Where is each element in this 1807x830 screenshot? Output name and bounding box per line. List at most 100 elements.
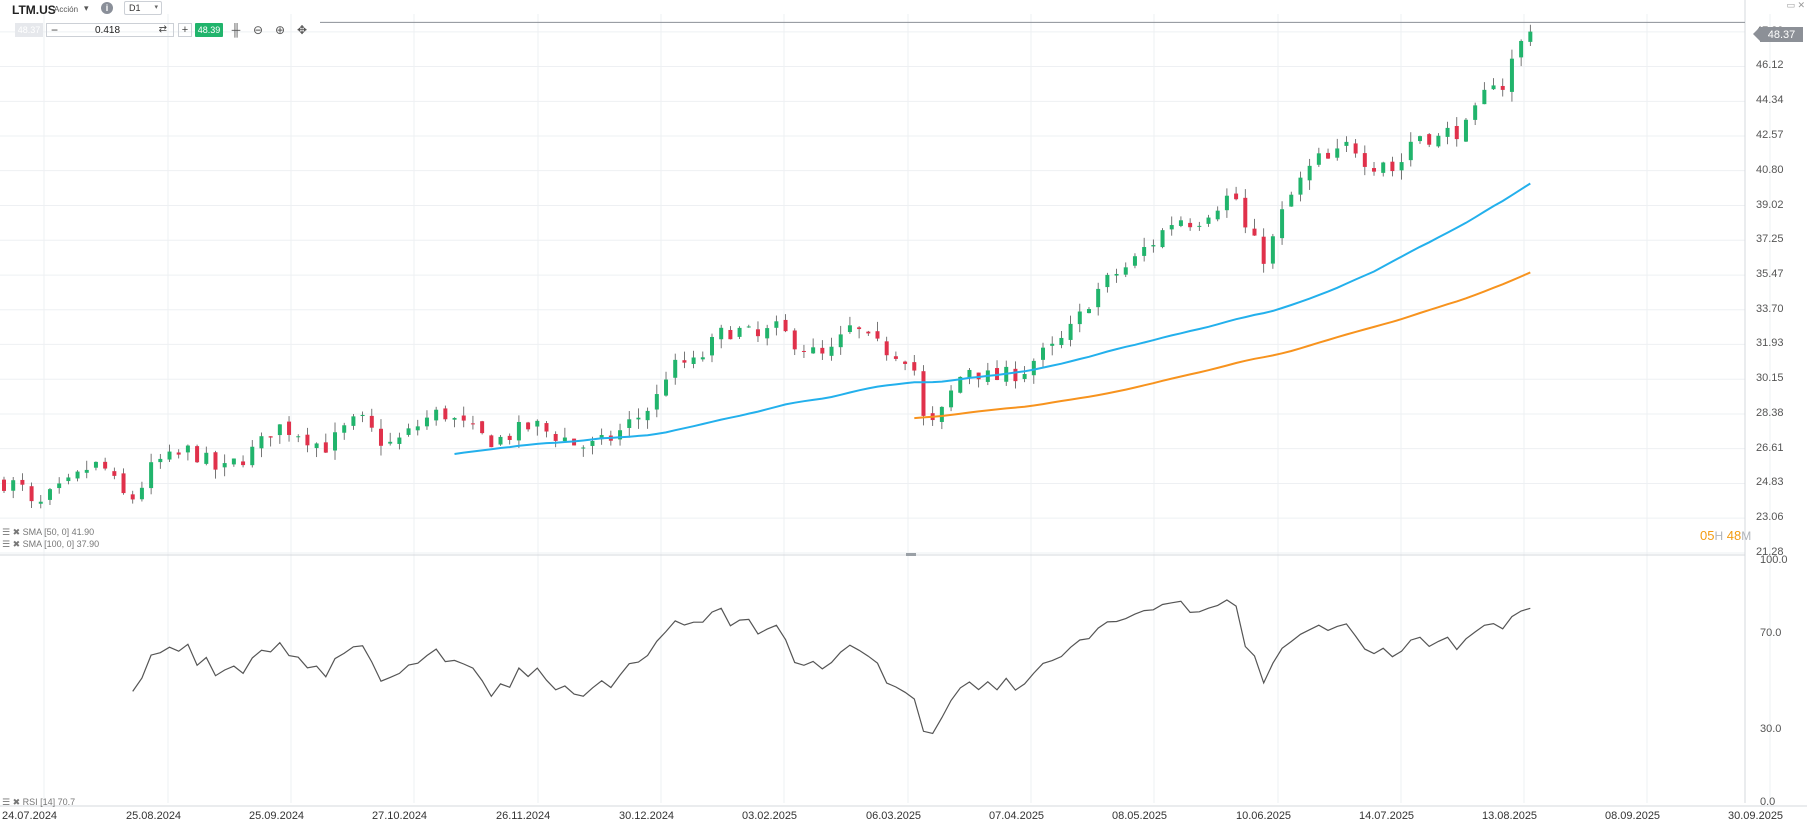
candle-body — [1528, 31, 1533, 42]
rsi-tick-label: 0.0 — [1760, 796, 1776, 808]
candle-body — [682, 360, 687, 363]
price-tick-label: 42.57 — [1756, 129, 1784, 142]
candle-body — [1224, 195, 1229, 211]
zoom-out-icon[interactable]: ⊖ — [252, 23, 264, 37]
countdown-hours: 05 — [1700, 528, 1715, 543]
candle-body — [1123, 267, 1128, 275]
sell-button[interactable]: 48.37 — [15, 23, 43, 37]
candle-body — [195, 446, 200, 463]
symbol-dropdown-icon[interactable]: ▾ — [84, 3, 89, 13]
frame — [0, 0, 1807, 807]
candle-body — [774, 321, 779, 328]
time-tick-label: 30.09.2025 — [1728, 810, 1784, 822]
legend-rsi[interactable]: ☰ ✖ RSI [14] 70.7 — [2, 797, 76, 807]
candle-body — [158, 458, 163, 463]
rsi-tick-label: 70.0 — [1760, 626, 1782, 639]
zoom-in-icon[interactable]: ⊕ — [274, 23, 286, 37]
candle-body — [1013, 368, 1018, 382]
window-controls[interactable]: ▭ ✕ — [1786, 0, 1805, 10]
candle-body — [351, 416, 356, 426]
move-icon[interactable]: ✥ — [296, 23, 308, 37]
candle-body — [47, 489, 52, 500]
candle-body — [1178, 220, 1183, 226]
candle-body — [1381, 162, 1386, 173]
price-tick-label: 30.15 — [1756, 372, 1784, 385]
price-tick-label: 23.06 — [1756, 511, 1784, 524]
price-tick-label: 31.93 — [1756, 337, 1784, 350]
volume-input[interactable]: − 0.418 ⇄ — [46, 23, 174, 37]
candle-body — [1408, 141, 1413, 161]
candle-body — [967, 369, 972, 378]
candle-body — [121, 473, 126, 494]
sma100-line — [914, 271, 1531, 420]
candle-body — [1335, 148, 1340, 158]
candle-body — [461, 415, 466, 421]
candle-body — [801, 350, 806, 352]
buy-button[interactable]: 48.39 — [195, 23, 223, 37]
plus-button[interactable]: + — [178, 23, 192, 37]
candle-body — [406, 428, 411, 435]
candle-body — [912, 362, 917, 371]
candle-body — [241, 461, 246, 466]
info-icon[interactable]: i — [101, 2, 113, 14]
candle-body — [1086, 308, 1091, 314]
candle-body — [2, 479, 6, 491]
candle-body — [415, 426, 420, 431]
candle-body — [1353, 143, 1358, 154]
symbol-label[interactable]: LTM.US — [12, 3, 56, 17]
chevron-down-icon: ▾ — [154, 4, 158, 11]
time-tick-label: 08.09.2025 — [1605, 810, 1661, 822]
candle-body — [645, 410, 650, 421]
candle-body — [333, 432, 338, 451]
swap-icon[interactable]: ⇄ — [158, 24, 167, 35]
trading-toolbar: LTM.US Acción ▾ i D1 ▾ 48.37 − 0.418 ⇄ +… — [0, 0, 420, 40]
candle-body — [1372, 168, 1377, 172]
candle-body — [296, 436, 301, 438]
price-tick-label: 40.80 — [1756, 163, 1784, 176]
rsi-tick-label: 100.0 — [1760, 554, 1788, 566]
candle-body — [1417, 136, 1422, 142]
candle-body — [792, 330, 797, 350]
candle-body — [1280, 209, 1285, 239]
candle-body — [1243, 197, 1248, 228]
candle-body — [360, 414, 365, 417]
candle-body — [1362, 153, 1367, 167]
volume-value: 0.418 — [95, 25, 121, 36]
candle-body — [443, 408, 448, 420]
candle-body — [1132, 256, 1137, 266]
candle-body — [562, 437, 567, 442]
candle-body — [1059, 337, 1064, 346]
candle-body — [1509, 58, 1514, 92]
candles — [2, 24, 1533, 509]
price-tick-label: 46.12 — [1756, 59, 1784, 72]
candle-body — [149, 462, 154, 489]
candle-body — [838, 334, 843, 348]
candle-body — [1188, 222, 1193, 228]
candle-body — [139, 487, 144, 500]
candle-body — [75, 471, 80, 479]
sma50-line — [454, 182, 1531, 455]
candle-body — [599, 435, 604, 440]
countdown-minutes-unit: M — [1741, 529, 1752, 543]
candle-body — [893, 356, 898, 359]
candle-body — [1307, 165, 1312, 181]
candle-body — [287, 421, 292, 435]
candle-body — [1261, 236, 1266, 264]
candle-body — [84, 469, 89, 473]
candle-countdown: 05H 48M — [1700, 528, 1751, 543]
legend-sma100[interactable]: ☰ ✖ SMA [100, 0] 37.90 — [2, 539, 100, 549]
candle-body — [903, 361, 908, 364]
candle-body — [103, 461, 108, 469]
minus-icon[interactable]: − — [51, 23, 59, 37]
candle-body — [958, 376, 963, 393]
candle-body — [424, 417, 429, 427]
timeframe-select[interactable]: D1 ▾ — [124, 1, 162, 15]
candle-body — [516, 421, 521, 441]
candle-type-icon[interactable]: ╫ — [231, 23, 241, 37]
price-tick-label: 44.34 — [1756, 94, 1784, 107]
countdown-minutes: 48 — [1726, 528, 1742, 543]
price-tick-label: 26.61 — [1756, 441, 1784, 454]
legend-sma50[interactable]: ☰ ✖ SMA [50, 0] 41.90 — [2, 527, 95, 537]
candle-body — [1436, 135, 1441, 147]
